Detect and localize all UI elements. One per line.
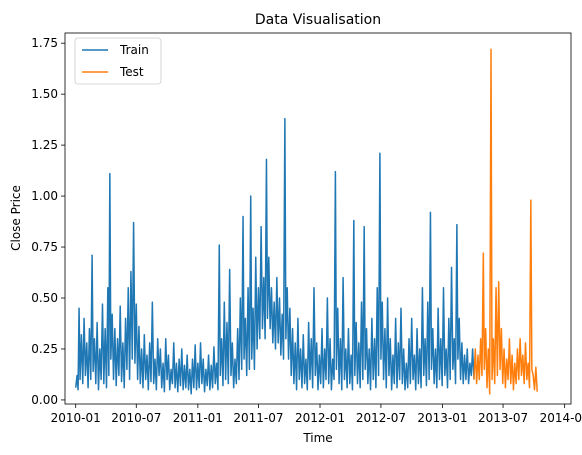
y-axis: 0.00 0.25 0.50 0.75 1.00 1.25 1.50 1.75	[31, 36, 65, 407]
y-tick-label: 0.50	[31, 291, 58, 305]
x-tick-label: 2012-07	[356, 411, 406, 425]
x-tick-label: 2012-01	[295, 411, 345, 425]
x-tick-label: 2011-01	[173, 411, 223, 425]
x-axis: 2010-01 2010-07 2011-01 2011-07 2012-01 2012-…	[51, 404, 582, 425]
y-tick-label: 1.75	[31, 36, 58, 50]
chart-title: Data Visualisation	[255, 12, 381, 28]
series-line-test	[473, 48, 538, 395]
x-tick-label: 2010-01	[51, 411, 101, 425]
series-layer	[74, 48, 538, 395]
y-tick-label: 1.00	[31, 189, 58, 203]
x-axis-title: Time	[302, 431, 332, 445]
legend-label-train: Train	[119, 43, 149, 57]
x-tick-label: 2013-07	[478, 411, 528, 425]
y-tick-label: 1.25	[31, 138, 58, 152]
series-line-train	[74, 117, 475, 395]
x-tick-label: 2011-07	[233, 411, 283, 425]
y-tick-label: 0.00	[31, 393, 58, 407]
legend: Train Test	[74, 37, 162, 85]
y-axis-title: Close Price	[9, 185, 23, 251]
plot-frame	[64, 32, 572, 405]
y-tick-label: 0.75	[31, 240, 58, 254]
legend-label-test: Test	[119, 65, 144, 79]
y-tick-label: 1.50	[31, 87, 58, 101]
x-tick-label: 2014-01	[540, 411, 582, 425]
x-tick-label: 2010-07	[111, 411, 161, 425]
x-tick-label: 2013-01	[417, 411, 467, 425]
y-tick-label: 0.25	[31, 342, 58, 356]
